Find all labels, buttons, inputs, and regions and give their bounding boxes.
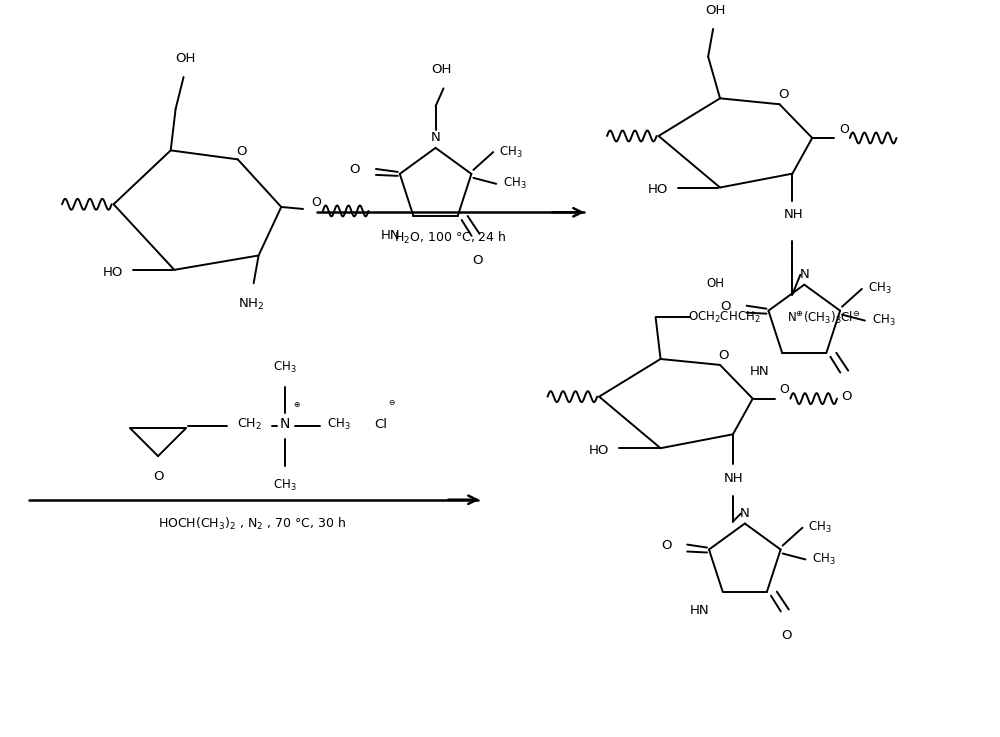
Text: NH: NH	[784, 209, 803, 221]
Text: HN: HN	[690, 604, 710, 617]
Text: N: N	[740, 507, 750, 520]
Text: HOCH(CH$_3$)$_2$ , N$_2$ , 70 °C, 30 h: HOCH(CH$_3$)$_2$ , N$_2$ , 70 °C, 30 h	[158, 516, 346, 531]
Text: CH$_3$: CH$_3$	[327, 417, 350, 432]
Text: CH$_2$: CH$_2$	[237, 417, 262, 432]
Text: CH$_3$: CH$_3$	[872, 313, 896, 328]
Text: OCH$_2$CHCH$_2$: OCH$_2$CHCH$_2$	[688, 310, 761, 325]
Text: NH$_2$: NH$_2$	[238, 297, 265, 312]
Text: O: O	[311, 195, 321, 209]
Text: N: N	[799, 268, 809, 282]
Text: OH: OH	[706, 276, 724, 290]
Text: OH: OH	[175, 52, 196, 65]
Text: HO: HO	[589, 444, 609, 457]
Text: O: O	[782, 629, 792, 643]
Text: H$_2$O, 100 °C, 24 h: H$_2$O, 100 °C, 24 h	[394, 230, 507, 246]
Text: $^{\oplus}$: $^{\oplus}$	[293, 402, 301, 411]
Text: HO: HO	[102, 266, 123, 279]
Text: O: O	[350, 164, 360, 176]
Text: $^{\ominus}$: $^{\ominus}$	[388, 399, 396, 410]
Text: O: O	[472, 254, 483, 267]
Text: OH: OH	[431, 63, 452, 75]
Text: HN: HN	[750, 365, 769, 377]
Text: CH$_3$: CH$_3$	[503, 176, 527, 192]
Text: O: O	[779, 383, 789, 397]
Text: CH$_3$: CH$_3$	[499, 144, 523, 160]
Text: NH: NH	[724, 472, 744, 485]
Text: OH: OH	[705, 4, 725, 17]
Text: CH$_3$: CH$_3$	[273, 360, 297, 375]
Text: O: O	[719, 349, 729, 362]
Text: N: N	[280, 417, 290, 431]
Text: HO: HO	[648, 183, 668, 196]
Text: CH$_3$: CH$_3$	[808, 520, 832, 535]
Text: O: O	[839, 122, 849, 136]
Text: O: O	[661, 539, 671, 552]
Text: O: O	[778, 88, 789, 101]
Text: CH$_3$: CH$_3$	[812, 552, 836, 567]
Text: N: N	[431, 131, 440, 144]
Text: Cl: Cl	[374, 418, 387, 431]
Text: O: O	[153, 470, 163, 483]
Text: CH$_3$: CH$_3$	[273, 478, 297, 493]
Text: CH$_3$: CH$_3$	[868, 282, 892, 296]
Text: O: O	[236, 145, 247, 158]
Text: O: O	[720, 300, 731, 313]
Text: O: O	[841, 391, 851, 403]
Text: HN: HN	[381, 229, 401, 242]
Text: N$^{\oplus}$(CH$_3$)$_3$Cl$^{\ominus}$: N$^{\oplus}$(CH$_3$)$_3$Cl$^{\ominus}$	[787, 309, 861, 326]
